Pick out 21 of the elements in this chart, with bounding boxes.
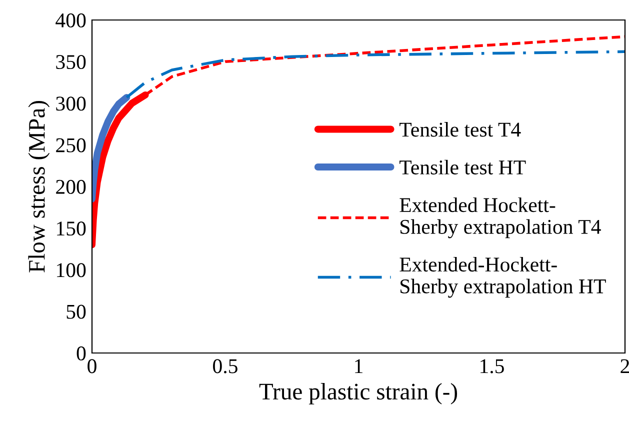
- y-tick-label: 50: [66, 304, 86, 319]
- legend-label: Tensile test T4: [400, 122, 521, 137]
- y-tick-label: 200: [56, 180, 86, 194]
- x-tick-label: 0: [88, 359, 96, 374]
- y-tick-label: 300: [56, 96, 86, 111]
- x-tick-label: 1: [355, 359, 362, 374]
- y-tick-label: 350: [56, 55, 86, 70]
- x-tick-label: 1.5: [480, 359, 504, 374]
- x-tick-label: 2: [620, 359, 629, 374]
- legend-label: Extended-Hockett- Sherby extrapolation HT: [400, 256, 606, 298]
- line-series: [125, 50, 625, 99]
- y-tick-label: 0: [76, 346, 86, 360]
- legend-label: Extended Hockett- Sherby extrapolation T4: [400, 197, 601, 238]
- y-tick-label: 100: [57, 263, 86, 278]
- y-axis-title: Flow stress (MPa): [28, 100, 50, 272]
- x-axis-title: True plastic strain (-): [259, 383, 458, 404]
- legend-label: Tensile test HT: [400, 160, 526, 174]
- y-tick-label: 400: [56, 13, 86, 28]
- y-tick-label: 150: [57, 222, 86, 236]
- y-tick-label: 250: [56, 138, 86, 152]
- x-tick-label: 0.5: [213, 359, 238, 374]
